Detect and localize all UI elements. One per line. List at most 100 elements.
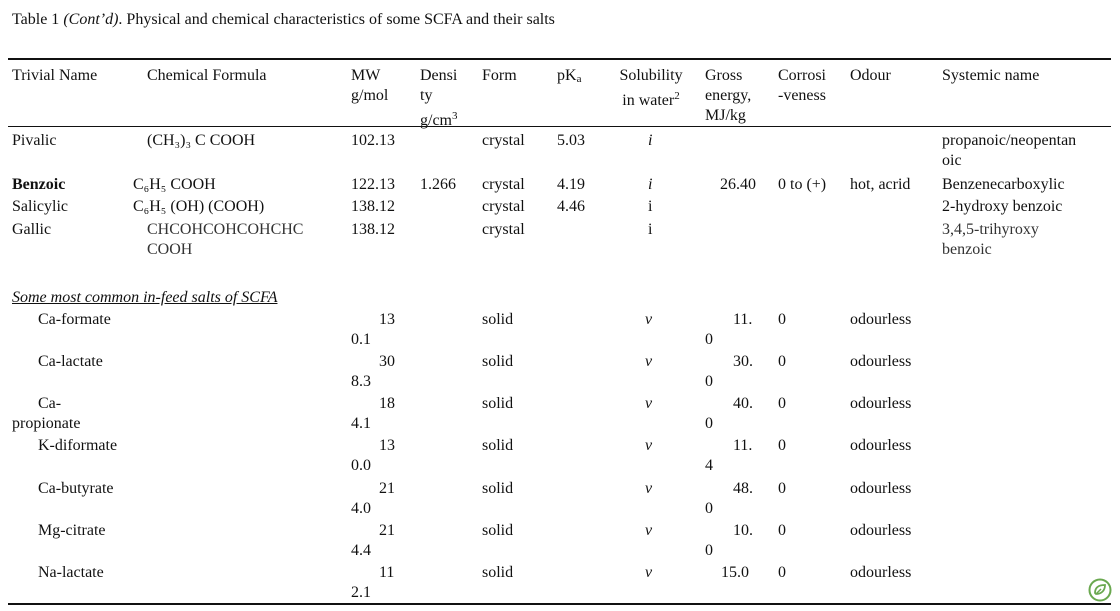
salt-energy-bottom: 0 <box>705 373 713 390</box>
header-gross-energy: Gross energy, MJ/kg <box>705 66 751 126</box>
acid-mw: 138.12 <box>351 198 395 215</box>
salt-energy-top: 30. <box>733 353 753 370</box>
salt-mw-top: 21 <box>379 522 395 539</box>
header-solubility-sup: 2 <box>674 90 680 102</box>
salt-energy-bottom: 4 <box>705 457 713 474</box>
salt-energy-bottom: 0 <box>705 500 713 517</box>
salt-solubility: v <box>645 437 653 454</box>
header-pka-text: pK <box>557 67 577 84</box>
salt-mw-bottom: 4.0 <box>351 500 371 517</box>
header-solubility: Solubility in water2 <box>612 66 690 111</box>
acid-formula-line1: CHCOHCOHCOHCHC <box>147 221 304 238</box>
salt-solubility: v <box>645 564 653 581</box>
salt-mw-top: 13 <box>379 311 395 328</box>
salt-corrosiveness: 0 <box>778 522 786 539</box>
leaf-badge-icon <box>1088 578 1112 602</box>
header-gross-line2: energy, <box>705 87 752 104</box>
salt-corrosiveness: 0 <box>778 480 786 497</box>
caption-cont: (Cont’d) <box>63 11 119 28</box>
header-rule <box>8 126 1111 127</box>
acid-energy: 26.40 <box>720 176 756 193</box>
acid-formula: C₆H₅ (OH) (COOH) <box>133 198 265 215</box>
salt-name: Ca-formate <box>38 311 111 328</box>
salt-corrosiveness: 0 <box>778 437 786 454</box>
acid-systemic-line1: propanoic/neopentan <box>942 132 1077 149</box>
header-mw-line2: g/mol <box>351 87 389 104</box>
salt-mw-bottom: 4.1 <box>351 415 371 432</box>
header-mw-line1: MW <box>351 67 381 84</box>
header-density: Densi ty g/cm3 <box>420 66 458 131</box>
salt-odour: odourless <box>850 395 912 412</box>
salt-form: solid <box>482 564 514 581</box>
salt-odour: odourless <box>850 353 912 370</box>
salt-corrosiveness: 0 <box>778 395 786 412</box>
salt-name: Ca- <box>38 395 62 412</box>
header-corros-line2: -veness <box>778 87 826 104</box>
header-formula: Chemical Formula <box>147 67 267 84</box>
salt-energy-top: 11. <box>733 311 753 328</box>
acid-form: crystal <box>482 132 525 149</box>
salt-odour: odourless <box>850 564 912 581</box>
salt-mw-bottom: 0.1 <box>351 331 371 348</box>
salt-energy-bottom: 0 <box>705 542 713 559</box>
acid-formula: CHCOHCOHCOHCHC COOH <box>147 220 303 260</box>
acid-name: Pivalic <box>12 132 57 149</box>
acid-density: 1.266 <box>420 176 456 193</box>
salt-mw-bottom: 8.3 <box>351 373 371 390</box>
salt-odour: odourless <box>850 437 912 454</box>
acid-formula-line2: COOH <box>147 241 193 258</box>
header-gross-line1: Gross <box>705 67 743 84</box>
acid-form: crystal <box>482 198 525 215</box>
acid-pka: 4.19 <box>557 176 585 193</box>
salt-solubility: v <box>645 395 653 412</box>
salt-corrosiveness: 0 <box>778 353 786 370</box>
salt-mw-top: 30 <box>379 353 395 370</box>
header-pka-sub: a <box>576 73 582 85</box>
acid-mw: 122.13 <box>351 176 395 193</box>
acid-systemic-line2: oic <box>942 152 962 169</box>
acid-systemic-line1: 3,4,5-trihyroxy <box>942 221 1039 238</box>
salt-form: solid <box>482 480 514 497</box>
header-density-line1: Densi <box>420 67 458 84</box>
acid-odour: hot, acrid <box>850 176 911 193</box>
header-trivial: Trivial Name <box>12 67 98 84</box>
acid-mw: 138.12 <box>351 221 395 238</box>
acid-name: Gallic <box>12 221 52 238</box>
caption-prefix: Table 1 <box>12 11 64 28</box>
salt-form: solid <box>482 311 514 328</box>
acid-formula: (CH₃)₃ C COOH <box>147 132 256 149</box>
acid-systemic-name: propanoic/neopentan oic <box>942 131 1076 171</box>
salt-name: Ca-lactate <box>38 353 103 370</box>
header-solubility-line1: Solubility <box>619 67 683 84</box>
salt-mw-bottom: 0.0 <box>351 457 371 474</box>
salt-mw-top: 21 <box>379 480 395 497</box>
acid-systemic-name: 2-hydroxy benzoic <box>942 198 1063 215</box>
acid-systemic-name: Benzenecarboxylic <box>942 176 1065 193</box>
top-rule <box>8 58 1111 60</box>
header-density-sup: 3 <box>452 110 458 122</box>
acid-name: Benzoic <box>12 176 66 193</box>
header-solubility-line2: in water2 <box>612 86 690 111</box>
salt-name: Mg-citrate <box>38 522 106 539</box>
acid-form: crystal <box>482 176 525 193</box>
acid-solubility: i <box>648 198 653 215</box>
acid-pka: 5.03 <box>557 132 585 149</box>
header-form: Form <box>482 67 517 84</box>
salt-energy-top: 40. <box>733 395 753 412</box>
salt-name-line2: propionate <box>12 415 81 432</box>
header-corrosiveness: Corrosi -veness <box>778 66 826 106</box>
salt-form: solid <box>482 353 514 370</box>
salt-solubility: v <box>645 480 653 497</box>
salt-energy-top: 11. <box>733 437 753 454</box>
salt-energy-bottom: 0 <box>705 415 713 432</box>
bottom-rule <box>8 603 1111 605</box>
acid-systemic-line2: benzoic <box>942 241 992 258</box>
salt-name: Ca-butyrate <box>38 480 114 497</box>
header-pka: pKa <box>557 66 581 89</box>
salt-solubility: v <box>645 522 653 539</box>
acid-formula: C₆H₅ COOH <box>133 176 216 193</box>
salt-corrosiveness: 0 <box>778 311 786 328</box>
salt-name: Na-lactate <box>38 564 104 581</box>
acid-pka: 4.46 <box>557 198 585 215</box>
salt-form: solid <box>482 395 514 412</box>
